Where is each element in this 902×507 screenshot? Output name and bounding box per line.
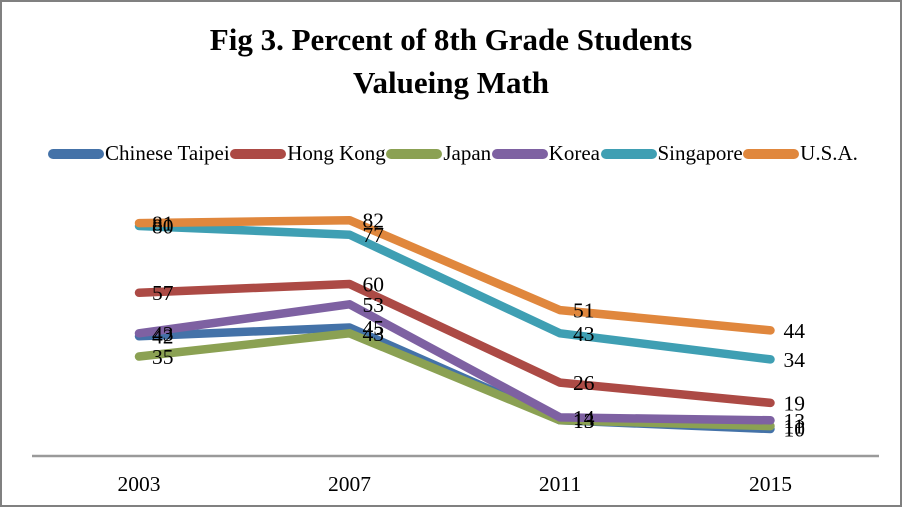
legend-label: Chinese Taipei <box>105 141 230 165</box>
series-line-japan <box>134 329 775 431</box>
data-label-japan-2015: 11 <box>784 415 805 439</box>
data-label-singapore-2003: 80 <box>152 215 174 239</box>
data-label-korea-2003: 43 <box>152 322 174 346</box>
data-label-japan-2003: 35 <box>152 345 174 369</box>
chart-title-line-1: Fig 3. Percent of 8th Grade Students <box>209 22 693 57</box>
legend-item-korea: Korea <box>491 141 600 166</box>
data-label-u-s-a-2015: 44 <box>784 319 806 343</box>
legend-label: Japan <box>443 141 492 165</box>
legend-label: U.S.A. <box>800 141 858 165</box>
data-label-chinese-taipei-2015: 10 <box>784 418 806 442</box>
series-line-korea <box>134 300 775 425</box>
data-label-japan-2011: 13 <box>573 409 595 433</box>
series-line-hong-kong <box>134 279 775 408</box>
data-label-hong-kong-2015: 19 <box>784 391 806 415</box>
data-label-hong-kong-2011: 26 <box>573 371 595 395</box>
data-label-hong-kong-2003: 57 <box>152 281 174 305</box>
legend-marker-chinese-taipei <box>48 148 104 159</box>
data-label-japan-2007: 43 <box>363 322 385 346</box>
legend-marker-u-s-a <box>743 148 800 159</box>
data-label-chinese-taipei-2007: 45 <box>363 316 385 340</box>
x-axis-tick-label-2015: 2015 <box>749 472 792 496</box>
data-label-korea-2007: 53 <box>363 293 385 317</box>
series-line-u-s-a <box>134 215 775 335</box>
data-label-singapore-2007: 77 <box>363 223 385 247</box>
legend-item-japan: Japan <box>386 141 491 166</box>
legend-marker-hong-kong <box>230 148 287 159</box>
data-label-u-s-a-2011: 51 <box>573 299 595 323</box>
chart-title-line-2: Valueing Math <box>352 65 550 100</box>
legend: Chinese Taipei Hong Kong Japan Korea Singapo… <box>48 141 858 166</box>
data-label-singapore-2015: 34 <box>784 348 806 372</box>
legend-item-hong-kong: Hong Kong <box>230 141 386 166</box>
data-label-korea-2011: 14 <box>573 406 595 430</box>
legend-item-singapore: Singapore <box>600 141 743 166</box>
data-label-hong-kong-2007: 60 <box>363 273 385 297</box>
series-line-singapore <box>134 221 775 364</box>
legend-label: Singapore <box>657 141 743 165</box>
legend-item-chinese-taipei: Chinese Taipei <box>48 141 230 166</box>
legend-marker-korea <box>491 148 548 159</box>
legend-marker-singapore <box>600 148 657 159</box>
x-axis-tick-label-2007: 2007 <box>328 472 371 496</box>
data-label-u-s-a-2003: 81 <box>152 212 174 236</box>
x-axis-tick-label-2003: 2003 <box>118 472 161 496</box>
legend-item-u-s-a: U.S.A. <box>743 141 858 166</box>
data-label-chinese-taipei-2003: 42 <box>152 325 174 349</box>
legend-label: Hong Kong <box>287 141 386 165</box>
x-axis-tick-label-2011: 2011 <box>539 472 581 496</box>
data-label-korea-2015: 13 <box>784 409 806 433</box>
data-label-singapore-2011: 43 <box>573 322 595 346</box>
legend-marker-japan <box>386 148 443 159</box>
legend-label: Korea <box>548 141 600 165</box>
chart-title: Fig 3. Percent of 8th Grade Students Val… <box>2 18 900 104</box>
data-label-chinese-taipei-2011: 13 <box>573 409 595 433</box>
data-label-u-s-a-2007: 82 <box>363 209 385 233</box>
